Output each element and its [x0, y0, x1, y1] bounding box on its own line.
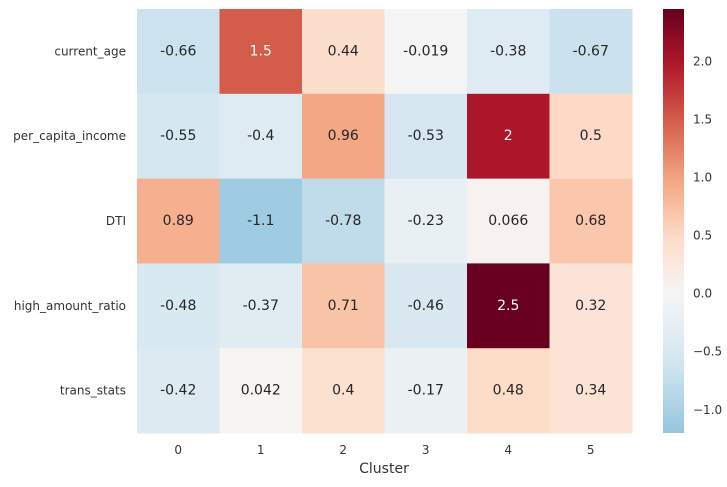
colorbar: −1.0 −0.5 0.0 0.5 1.0 1.5 2.0: [663, 9, 722, 433]
heatmap-cell: [384, 9, 468, 95]
x-axis-tick-labels: 0 1 2 3 4 5: [174, 443, 594, 457]
x-tick-label: 2: [339, 443, 347, 457]
cell-value-label: -0.67: [573, 43, 609, 59]
heatmap-cell: [467, 93, 550, 180]
cell-value-label: 0.96: [328, 128, 359, 144]
heatmap-cell: [549, 93, 633, 180]
heatmap-cell: [467, 263, 550, 349]
heatmap-cell: [549, 263, 633, 349]
y-tick-label: current_age: [54, 44, 126, 58]
heatmap-cell: [219, 93, 303, 180]
cell-value-label: 2: [504, 128, 513, 144]
heatmap-cell: [137, 93, 220, 180]
cell-value-label: -0.4: [247, 128, 274, 144]
cell-value-label: 0.32: [575, 298, 606, 314]
heatmap-cell: [302, 348, 385, 434]
x-tick-label: 3: [422, 443, 430, 457]
heatmap-cell: [549, 178, 633, 264]
cell-value-label: -0.53: [408, 128, 444, 144]
heatmap-cell: [137, 348, 220, 434]
heatmap-cell: [219, 178, 303, 264]
x-tick-label: 0: [174, 443, 182, 457]
cell-value-label: 0.042: [241, 383, 281, 399]
heatmap-cell: [302, 9, 385, 95]
x-tick-label: 1: [257, 443, 265, 457]
colorbar-tick-label: 0.0: [693, 287, 712, 301]
colorbar-tick-label: −1.0: [693, 403, 722, 417]
cell-value-label: 0.89: [163, 213, 194, 229]
heatmap-cell-labels: -0.66 1.5 0.44 -0.019 -0.38 -0.67 -0.55 -0.4 0.9…: [160, 43, 609, 398]
cell-value-label: 0.71: [328, 298, 359, 314]
cell-value-label: 0.48: [493, 383, 524, 399]
y-tick-label: high_amount_ratio: [14, 299, 126, 313]
cell-value-label: -0.66: [160, 43, 196, 59]
cell-value-label: 1.5: [250, 43, 272, 59]
heatmap-cell: [219, 9, 303, 95]
heatmap-cell: [467, 348, 550, 434]
heatmap-cell: [384, 93, 468, 180]
heatmap-cell: [302, 93, 385, 180]
heatmap-cell: [467, 9, 550, 95]
heatmap-cell: [384, 263, 468, 349]
heatmap-cell: [302, 263, 385, 349]
y-tick-label: trans_stats: [60, 384, 126, 398]
cell-value-label: 0.34: [575, 383, 606, 399]
heatmap-cell: [384, 178, 468, 264]
heatmap-cell: [467, 178, 550, 264]
heatmap-cell: [137, 263, 220, 349]
cell-value-label: 0.4: [332, 383, 354, 399]
cell-value-label: -1.1: [247, 213, 274, 229]
cell-value-label: -0.38: [490, 43, 526, 59]
cell-value-label: -0.23: [408, 213, 444, 229]
colorbar-tick-label: −0.5: [693, 345, 722, 359]
x-tick-label: 5: [587, 443, 595, 457]
cell-value-label: 0.5: [580, 128, 602, 144]
cell-value-label: -0.17: [408, 383, 444, 399]
heatmap-cell: [137, 178, 220, 264]
y-axis-tick-labels: current_age per_capita_income DTI high_amou…: [13, 44, 126, 397]
x-axis-title: Cluster: [359, 461, 409, 477]
colorbar-gradient: [663, 9, 684, 433]
colorbar-tick-label: 1.0: [693, 170, 712, 184]
cell-value-label: 2.5: [497, 298, 519, 314]
cell-value-label: -0.46: [408, 298, 444, 314]
heatmap-cells: [137, 9, 633, 434]
y-tick-label: DTI: [106, 214, 126, 228]
heatmap-cell: [384, 348, 468, 434]
colorbar-tick-label: 1.5: [693, 112, 712, 126]
heatmap-cell: [549, 348, 633, 434]
heatmap-cell: [302, 178, 385, 264]
colorbar-tick-label: 0.5: [693, 229, 712, 243]
cell-value-label: 0.68: [575, 213, 606, 229]
cell-value-label: -0.37: [243, 298, 279, 314]
x-tick-label: 4: [504, 443, 512, 457]
cell-value-label: -0.55: [160, 128, 196, 144]
cell-value-label: -0.48: [160, 298, 196, 314]
cell-value-label: 0.066: [488, 213, 528, 229]
heatmap-cell: [137, 9, 220, 95]
y-tick-label: per_capita_income: [13, 129, 126, 143]
cell-value-label: -0.78: [325, 213, 361, 229]
heatmap-cell: [219, 263, 303, 349]
heatmap-cell: [549, 9, 633, 95]
colorbar-tick-label: 2.0: [693, 54, 712, 68]
cell-value-label: -0.019: [403, 43, 448, 59]
cell-value-label: -0.42: [160, 383, 196, 399]
cell-value-label: 0.44: [328, 43, 359, 59]
heatmap-cell: [219, 348, 303, 434]
